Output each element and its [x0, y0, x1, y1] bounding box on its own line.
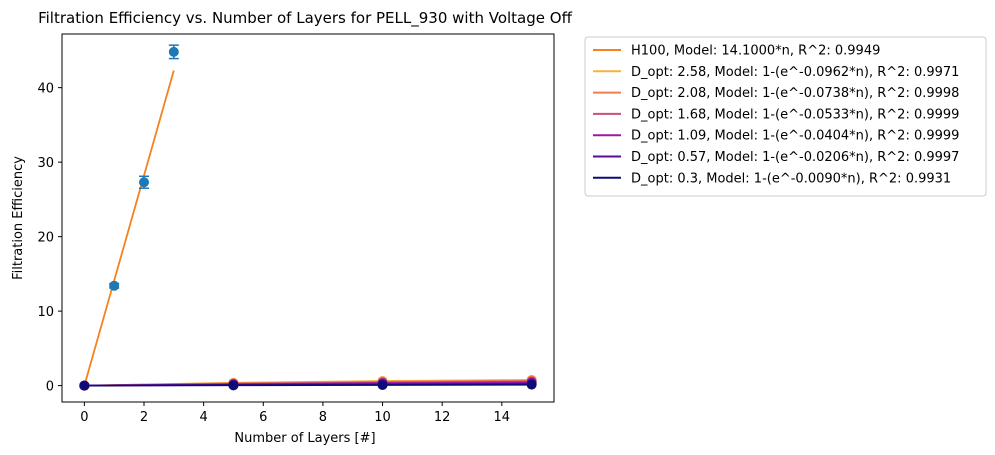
data-point — [79, 380, 90, 391]
y-tick-label: 40 — [37, 82, 54, 97]
series-line-6 — [84, 383, 532, 387]
legend-label: D_opt: 0.3, Model: 1-(e^-0.0090*n), R^2:… — [631, 171, 951, 186]
legend-label: D_opt: 1.09, Model: 1-(e^-0.0404*n), R^2… — [631, 129, 959, 144]
y-axis: 0 10 20 30 40 — [37, 82, 62, 395]
y-tick-label: 30 — [37, 156, 54, 171]
legend-label: D_opt: 1.68, Model: 1-(e^-0.0533*n), R^2… — [631, 107, 959, 122]
data-point — [109, 280, 120, 291]
y-tick-label: 20 — [37, 231, 54, 246]
y-axis-label: Filtration Efficiency — [11, 156, 26, 280]
legend-label: D_opt: 2.08, Model: 1-(e^-0.0738*n), R^2… — [631, 86, 959, 101]
plot-area — [79, 44, 537, 391]
y-tick-label: 0 — [46, 380, 54, 395]
x-tick-label: 2 — [140, 410, 148, 425]
legend-label: D_opt: 2.58, Model: 1-(e^-0.0962*n), R^2… — [631, 65, 959, 80]
plot-frame — [61, 33, 555, 403]
x-tick-label: 10 — [374, 410, 391, 425]
data-point — [526, 379, 537, 390]
data-point — [168, 46, 179, 57]
x-axis: 0 2 4 6 8 10 12 14 — [80, 402, 510, 425]
legend-frame — [584, 36, 987, 197]
legend: H100, Model: 14.1000*n, R^2: 0.9949 D_opt… — [584, 36, 987, 197]
x-tick-label: 4 — [199, 410, 207, 425]
data-point — [139, 177, 149, 188]
x-tick-label: 14 — [494, 410, 511, 425]
legend-label: D_opt: 0.57, Model: 1-(e^-0.0206*n), R^2… — [631, 150, 959, 165]
chart-title: Filtration Efficiency vs. Number of Laye… — [38, 9, 572, 28]
series-line-0 — [83, 70, 175, 386]
data-point — [377, 379, 388, 390]
data-point — [228, 380, 239, 391]
x-tick-label: 0 — [80, 410, 88, 425]
x-axis-label: Number of Layers [#] — [234, 431, 375, 446]
legend-label: H100, Model: 14.1000*n, R^2: 0.9949 — [631, 44, 880, 59]
y-tick-label: 10 — [37, 305, 54, 320]
x-tick-label: 8 — [319, 410, 327, 425]
x-tick-label: 12 — [434, 410, 451, 425]
x-tick-label: 6 — [259, 410, 267, 425]
